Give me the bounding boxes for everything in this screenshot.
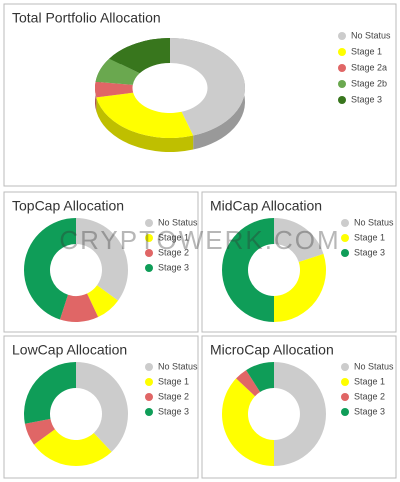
chart-panel: MicroCap Allocation No Status Stage 1 Stage… bbox=[201, 335, 397, 479]
slice bbox=[274, 218, 324, 262]
chart-panel: LowCap Allocation No Status Stage 1 Stage 2… bbox=[3, 335, 199, 479]
legend-label: No Status bbox=[158, 217, 198, 227]
slice bbox=[76, 218, 128, 301]
legend-label: No Status bbox=[351, 30, 391, 40]
legend-label: Stage 3 bbox=[354, 406, 385, 416]
legend-label: Stage 1 bbox=[351, 46, 382, 56]
legend-label: No Status bbox=[354, 361, 394, 371]
chart-title: LowCap Allocation bbox=[12, 342, 127, 358]
legend-label: Stage 3 bbox=[351, 94, 382, 104]
slice bbox=[246, 362, 274, 393]
chart-title: Total Portfolio Allocation bbox=[12, 10, 161, 26]
legend-swatch bbox=[341, 378, 349, 386]
slice bbox=[274, 253, 326, 322]
panel-border bbox=[3, 3, 397, 187]
legend-label: Stage 2 bbox=[354, 391, 385, 401]
chart-panel: Total Portfolio Allocation No Status Stage… bbox=[3, 3, 397, 187]
legend-label: Stage 1 bbox=[158, 376, 189, 386]
slice bbox=[170, 38, 245, 136]
legend-label: Stage 3 bbox=[354, 247, 385, 257]
legend-label: Stage 2b bbox=[351, 78, 387, 88]
chart-panel: MidCap Allocation No Status Stage 1 Stage 3 bbox=[201, 191, 397, 333]
chart-panel: TopCap Allocation No Status Stage 1 Stage 2… bbox=[3, 191, 199, 333]
legend-label: Stage 2 bbox=[158, 247, 189, 257]
slice bbox=[274, 362, 326, 466]
slice bbox=[221, 378, 274, 466]
watermark: CRYPTOWERK.COM bbox=[59, 225, 340, 255]
legend-label: Stage 2 bbox=[158, 391, 189, 401]
chart-title: TopCap Allocation bbox=[12, 198, 124, 214]
slice bbox=[95, 81, 134, 98]
legend-swatch bbox=[145, 219, 153, 227]
slice bbox=[222, 218, 274, 322]
legend-swatch bbox=[145, 234, 153, 242]
legend-swatch bbox=[341, 219, 349, 227]
slice bbox=[96, 92, 194, 138]
legend-swatch bbox=[338, 48, 346, 56]
slice bbox=[76, 362, 129, 452]
slice bbox=[24, 218, 76, 320]
legend-swatch bbox=[145, 408, 153, 416]
legend-label: Stage 3 bbox=[158, 262, 189, 272]
legend-swatch bbox=[145, 393, 153, 401]
legend-swatch bbox=[145, 249, 153, 257]
legend-swatch bbox=[341, 363, 349, 371]
legend-swatch bbox=[338, 96, 346, 104]
legend-swatch bbox=[341, 234, 349, 242]
legend-label: No Status bbox=[354, 217, 394, 227]
legend-label: Stage 2a bbox=[351, 62, 387, 72]
legend-swatch bbox=[338, 64, 346, 72]
slice-side bbox=[96, 97, 194, 152]
slice bbox=[24, 418, 55, 445]
slice bbox=[23, 362, 76, 424]
legend-swatch bbox=[145, 264, 153, 272]
chart-title: MicroCap Allocation bbox=[210, 342, 334, 358]
slice bbox=[109, 38, 170, 74]
slice bbox=[87, 285, 119, 318]
legend-swatch bbox=[341, 408, 349, 416]
legend-label: Stage 1 bbox=[354, 376, 385, 386]
legend-swatch bbox=[145, 363, 153, 371]
legend-label: Stage 1 bbox=[158, 232, 189, 242]
legend-swatch bbox=[145, 378, 153, 386]
slice bbox=[95, 58, 140, 85]
slice bbox=[33, 429, 112, 466]
legend-swatch bbox=[338, 80, 346, 88]
chart-title: MidCap Allocation bbox=[210, 198, 322, 214]
legend-swatch bbox=[341, 393, 349, 401]
legend-label: Stage 1 bbox=[354, 232, 385, 242]
legend-swatch bbox=[341, 249, 349, 257]
legend-swatch bbox=[338, 32, 346, 40]
slice bbox=[59, 293, 99, 322]
legend-label: Stage 3 bbox=[158, 406, 189, 416]
slice bbox=[236, 370, 261, 397]
legend-label: No Status bbox=[158, 361, 198, 371]
